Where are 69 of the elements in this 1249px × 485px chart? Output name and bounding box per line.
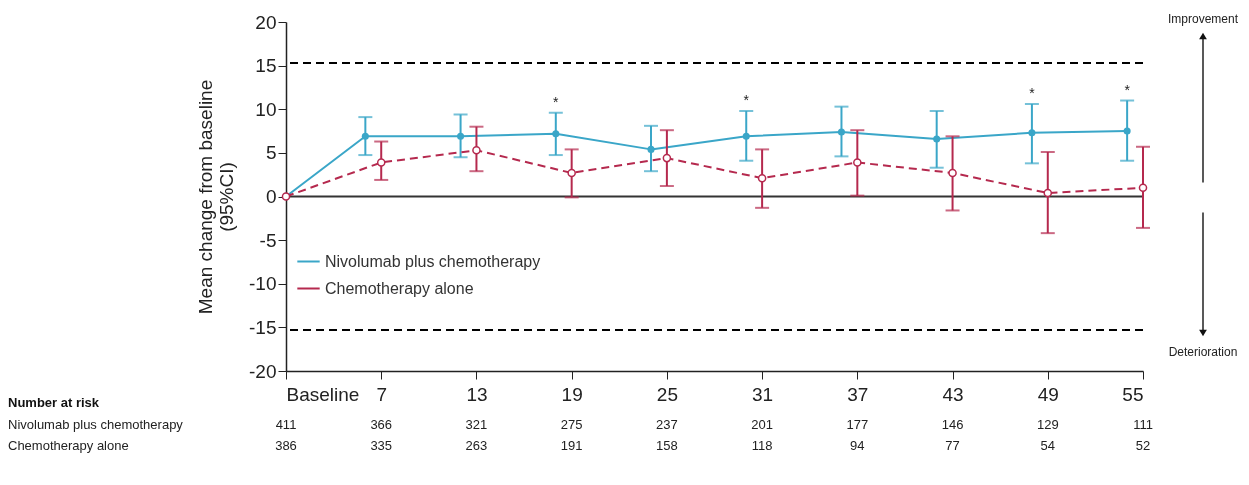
point: [933, 135, 941, 143]
annotation: *: [1124, 81, 1131, 98]
point: [1028, 129, 1036, 137]
x-tick-label: 49: [1037, 383, 1059, 405]
text: 237: [656, 417, 678, 432]
point: [1123, 127, 1131, 135]
text: 158: [656, 438, 678, 453]
x-tick-label: 55: [1122, 383, 1144, 405]
y-tick-label: 5: [265, 142, 277, 164]
legend-label: Nivolumab plus chemotherapy: [325, 252, 541, 270]
x-tick-label: Baseline: [286, 383, 360, 405]
point: [837, 128, 845, 136]
x-tick-label: 7: [376, 383, 388, 405]
y-tick-label: -5: [259, 229, 277, 251]
y-axis-title: Mean change from baseline (95%CI): [195, 79, 238, 315]
point: [1138, 183, 1148, 193]
annotation: *: [743, 92, 750, 108]
text: 275: [560, 417, 583, 432]
text: 191: [560, 438, 583, 453]
x-tick-label: 25: [656, 383, 678, 405]
point: [567, 168, 576, 178]
point: [742, 132, 750, 140]
x-tick-label: 37: [847, 383, 869, 405]
y-tick-label: -15: [249, 316, 277, 338]
text: 77: [945, 438, 960, 453]
legend-label: Chemotherapy alone: [325, 279, 474, 297]
text: Deterioration: [1168, 345, 1238, 359]
point: [361, 132, 369, 140]
point: [647, 145, 655, 153]
y-tick-label: 0: [265, 186, 277, 207]
x-tick-label: 31: [752, 383, 774, 405]
text: 321: [465, 417, 488, 432]
x-tick-label: 43: [942, 383, 964, 405]
y-tick-label: -10: [249, 273, 277, 295]
text: Number at risk: [8, 395, 100, 410]
text: 201: [751, 417, 773, 432]
text: 386: [275, 438, 297, 453]
text: Improvement: [1167, 12, 1239, 26]
annotation: *: [1029, 85, 1036, 102]
y-tick-label: -20: [249, 360, 277, 382]
text: Nivolumab plus chemotherapy: [8, 417, 184, 432]
text: 129: [1036, 417, 1059, 432]
point: [552, 130, 560, 138]
y-tick-label: 20: [255, 11, 277, 33]
y-tick-label: 10: [255, 98, 277, 120]
text: 146: [941, 417, 964, 432]
text: 335: [370, 438, 393, 453]
text: 366: [370, 417, 393, 432]
x-tick-label: 19: [561, 383, 583, 405]
y-tick-label: 15: [255, 55, 277, 77]
point: [472, 145, 481, 155]
text: 177: [846, 417, 869, 432]
text: 411: [275, 417, 297, 432]
point: [757, 173, 767, 183]
text: 111: [1133, 417, 1153, 432]
point: [376, 158, 386, 167]
text: 54: [1040, 438, 1056, 453]
point: [948, 168, 957, 178]
text: 263: [465, 438, 488, 453]
point: [1043, 188, 1053, 198]
text: 94: [850, 438, 865, 453]
text: Chemotherapy alone: [8, 438, 129, 453]
text: 52: [1135, 438, 1151, 453]
point: [662, 153, 672, 163]
annotation: *: [553, 93, 560, 110]
point: [457, 132, 465, 140]
x-tick-label: 13: [466, 383, 488, 405]
text: 118: [751, 438, 773, 453]
point: [853, 158, 862, 167]
